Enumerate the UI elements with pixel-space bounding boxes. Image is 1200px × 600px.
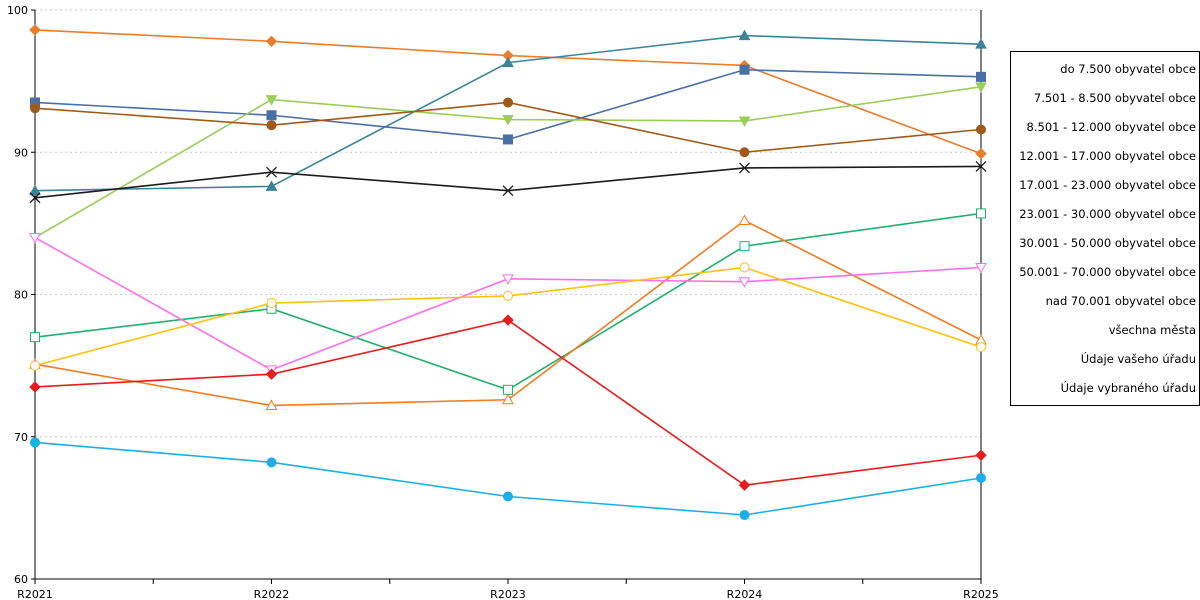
data-point [503, 97, 513, 108]
legend-item: Údaje vašeho úřadu [1080, 352, 1196, 366]
series-line [34, 441, 982, 516]
series-lines [29, 24, 987, 520]
legend-item: 23.001 - 30.000 obyvatel obce [1019, 207, 1196, 221]
data-point [503, 134, 513, 145]
data-point [976, 124, 986, 135]
data-point [502, 185, 514, 197]
data-point [739, 241, 750, 252]
y-tick-label: 100 [7, 4, 28, 17]
data-point [738, 479, 751, 491]
data-point [265, 368, 278, 380]
data-point [739, 262, 750, 273]
series-9 [30, 262, 986, 371]
data-point [30, 332, 40, 343]
data-point [29, 192, 41, 204]
series-10 [29, 161, 987, 204]
data-point [738, 214, 751, 226]
data-point [503, 384, 513, 395]
legend-item: všechna města [1108, 323, 1196, 337]
data-point [265, 35, 278, 48]
data-point [503, 491, 513, 502]
legend-item: 8.501 - 12.000 obyvatel obce [1026, 120, 1196, 134]
data-point [738, 29, 751, 41]
data-point [975, 82, 987, 93]
series-line [34, 165, 982, 199]
x-tick-label: R2022 [254, 588, 290, 600]
data-point [739, 147, 750, 158]
data-point [975, 262, 987, 274]
data-point [738, 116, 751, 127]
y-tick-label: 70 [14, 431, 28, 444]
data-point [266, 110, 277, 121]
legend-item: 12.001 - 17.000 obyvatel obce [1019, 149, 1196, 163]
data-point [30, 360, 40, 371]
data-point [739, 162, 750, 174]
x-tick-label: R2024 [727, 588, 763, 600]
grid-lines [35, 9, 981, 438]
data-point [739, 509, 750, 520]
data-point [265, 399, 278, 410]
data-point [502, 314, 514, 326]
data-point [29, 233, 41, 244]
data-point [29, 24, 41, 36]
legend-item: nad 70.001 obyvatel obce [1045, 294, 1196, 308]
data-point [976, 473, 986, 484]
data-point [502, 393, 514, 405]
data-point [30, 437, 40, 448]
data-point [502, 115, 514, 126]
series-12 [30, 437, 986, 520]
data-point [29, 184, 41, 196]
data-point [738, 277, 751, 288]
legend: do 7.500 obyvatel obce 7.501 - 8.500 obyv… [1010, 51, 1200, 406]
data-point [976, 208, 986, 219]
data-point [975, 147, 987, 160]
series-5 [30, 97, 986, 158]
x-tick-label: R2025 [963, 588, 999, 600]
data-point [976, 342, 986, 353]
y-tick-label: 90 [14, 146, 28, 159]
series-3 [30, 64, 986, 145]
data-point [502, 56, 514, 68]
axes: 60 70 80 90 100 R2021 R2022 R2023 R2024 R2025 [7, 4, 999, 600]
legend-item: do 7.500 obyvatel obce [1060, 62, 1196, 76]
data-point [266, 298, 277, 309]
data-point [266, 457, 277, 468]
series-7 [29, 214, 987, 410]
series-11 [29, 314, 987, 491]
data-point [739, 64, 750, 75]
data-point [266, 166, 277, 178]
data-point [503, 290, 513, 301]
series-2 [29, 29, 987, 196]
series-6 [30, 208, 986, 395]
x-tick-label: R2023 [490, 588, 526, 600]
data-point [265, 180, 278, 191]
legend-item: Údaje vybraného úřadu [1060, 381, 1196, 395]
data-point [502, 274, 514, 285]
legend-item: 30.001 - 50.000 obyvatel obce [1019, 236, 1196, 250]
data-point [265, 95, 278, 106]
series-line [34, 212, 982, 391]
series-line [34, 236, 982, 371]
data-point [975, 449, 987, 461]
data-point [29, 381, 41, 393]
y-tick-label: 80 [14, 289, 28, 302]
legend-item: 7.501 - 8.500 obyvatel obce [1033, 91, 1196, 105]
data-point [976, 71, 986, 82]
legend-item: 50.001 - 70.000 obyvatel obce [1019, 265, 1196, 279]
series-line [34, 219, 982, 407]
data-point [975, 38, 987, 49]
data-point [975, 161, 987, 172]
data-point [30, 103, 40, 114]
series-8 [29, 233, 987, 376]
legend-item: 17.001 - 23.000 obyvatel obce [1019, 178, 1196, 192]
y-tick-label: 60 [14, 573, 28, 586]
data-point [266, 120, 277, 131]
x-tick-label: R2021 [17, 588, 53, 600]
